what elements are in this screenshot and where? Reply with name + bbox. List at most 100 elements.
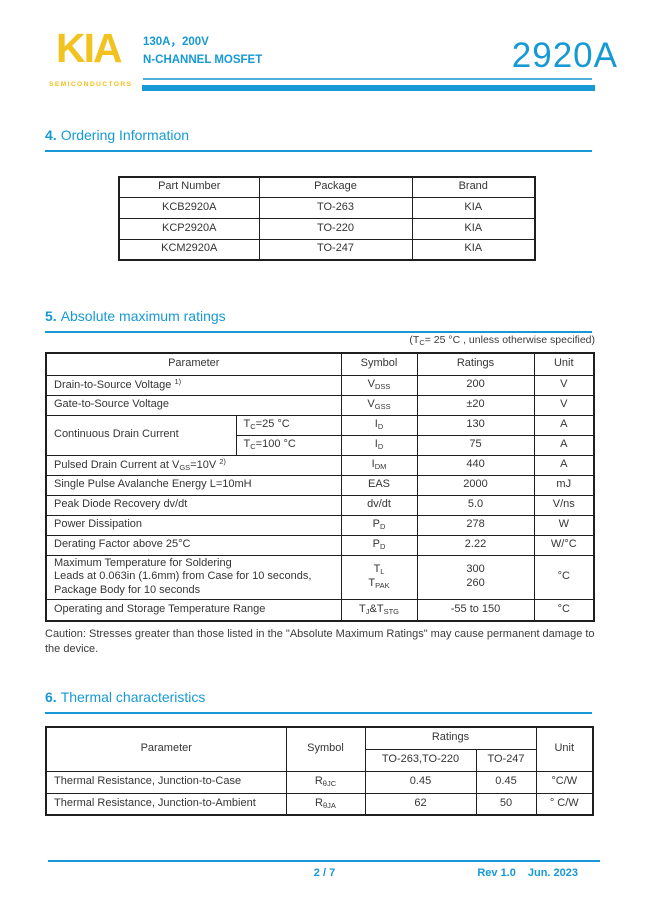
section-4-heading: 4. Ordering Information xyxy=(45,127,189,143)
symbol-subscript: D xyxy=(377,422,384,432)
row-temperature-range: Operating and Storage Temperature Range … xyxy=(45,598,595,622)
symbol-subscript: PAK xyxy=(375,581,390,591)
rating-cell: 0.45 xyxy=(475,770,537,794)
parameter-subscript: GS xyxy=(179,463,191,473)
column-header-ratings: Ratings xyxy=(364,726,537,750)
parameter-text: =10V xyxy=(190,459,220,472)
part-number-title: 2920A xyxy=(511,36,618,75)
table-cell: TO-220 xyxy=(258,217,413,240)
symbol-line: TPAK xyxy=(344,577,415,591)
table-cell: KIA xyxy=(411,217,536,240)
note-text: = 25 °C , unless otherwise specified) xyxy=(424,334,595,346)
symbol-cell: RθJC xyxy=(285,770,366,794)
column-header-to263-to220: TO-263,TO-220 xyxy=(364,748,477,772)
condition-subscript: C xyxy=(250,442,256,452)
row-idm: Pulsed Drain Current at VGS=10V 2) IDM 4… xyxy=(45,454,595,476)
symbol-cell: EAS xyxy=(340,474,418,496)
condition-cell: TC=25 °C xyxy=(235,414,342,436)
symbol-subscript: θJC xyxy=(322,779,337,789)
symbol-line: TL xyxy=(344,563,415,577)
section-4-title: Ordering Information xyxy=(60,127,190,143)
ordering-table: Part Number Package Brand KCB2920A TO-26… xyxy=(118,176,536,261)
column-header-to247: TO-247 xyxy=(475,748,537,772)
parameter-text: Gate-to-Source Voltage xyxy=(54,398,169,411)
symbol-subscript: STG xyxy=(383,607,399,617)
unit-cell: °C xyxy=(533,598,595,622)
symbol-text: P xyxy=(372,538,380,551)
subtitle-line-1: 130A，200V xyxy=(143,36,209,48)
parameter-cell: Drain-to-Source Voltage 1) xyxy=(45,374,342,396)
table-cell: TO-247 xyxy=(258,238,413,261)
parameter-text: Drain-to-Source Voltage xyxy=(54,379,175,392)
section-5-title: Absolute maximum ratings xyxy=(60,308,226,324)
column-header-unit: Unit xyxy=(533,352,595,376)
rating-cell: 440 xyxy=(416,454,535,476)
symbol-subscript: D xyxy=(377,442,384,452)
rating-line: 300 xyxy=(466,563,485,576)
condition-subscript: C xyxy=(250,422,256,432)
symbol-cell: PD xyxy=(340,514,418,536)
table-row: KCP2920A TO-220 KIA xyxy=(118,217,536,240)
symbol-subscript: GSS xyxy=(374,402,391,412)
table-row: KCB2920A TO-263 KIA xyxy=(118,196,536,219)
unit-cell: V xyxy=(533,374,595,396)
symbol-text: T xyxy=(373,563,381,576)
unit-cell: W xyxy=(533,514,595,536)
table-cell: KIA xyxy=(411,238,536,261)
parameter-cell: Single Pulse Avalanche Energy L=10mH xyxy=(45,474,342,496)
column-header-symbol: Symbol xyxy=(340,352,418,376)
rating-cell: 278 xyxy=(416,514,535,536)
symbol-subscript: J xyxy=(365,607,370,617)
symbol-subscript: DSS xyxy=(374,382,391,392)
condition-text: T xyxy=(243,418,251,431)
table-row: KCM2920A TO-247 KIA xyxy=(118,238,536,261)
unit-cell: A xyxy=(533,414,595,436)
page-number: 2 / 7 xyxy=(313,867,336,879)
parameter-cell: Power Dissipation xyxy=(45,514,342,536)
test-condition-note: (TC= 25 °C , unless otherwise specified) xyxy=(409,334,595,347)
revision: Rev 1.0 xyxy=(477,867,516,879)
unit-cell: °C xyxy=(533,554,595,600)
symbol-subscript: L xyxy=(380,567,385,577)
symbol-text: &T xyxy=(369,603,384,616)
parameter-cell: Operating and Storage Temperature Range xyxy=(45,598,342,622)
symbol-cell: IDM xyxy=(340,454,418,476)
section-6-title: Thermal characteristics xyxy=(60,689,206,705)
symbol-cell: VGSS xyxy=(340,394,418,416)
unit-cell: A xyxy=(533,454,595,476)
symbol-text: T xyxy=(368,577,376,590)
row-vgss: Gate-to-Source Voltage VGSS ±20 V xyxy=(45,394,595,416)
column-header-symbol: Symbol xyxy=(285,726,366,772)
symbol-text: V xyxy=(367,378,375,391)
condition-cell: TC=100 °C xyxy=(235,434,342,456)
parameter-cell: Thermal Resistance, Junction-to-Ambient xyxy=(45,792,287,816)
condition-text: =100 °C xyxy=(255,438,296,451)
symbol-cell: VDSS xyxy=(340,374,418,396)
symbol-subscript: D xyxy=(379,542,386,552)
parameter-line: Leads at 0.063in (1.6mm) from Case for 1… xyxy=(54,570,312,583)
rating-cell: 200 xyxy=(416,374,535,396)
parameter-cell: Continuous Drain Current xyxy=(45,414,237,456)
ordering-header-row: Part Number Package Brand xyxy=(118,176,536,198)
unit-cell: V xyxy=(533,394,595,416)
footnote-marker: 2) xyxy=(219,457,226,467)
rating-cell: 130 xyxy=(416,414,535,436)
symbol-text: I xyxy=(371,458,375,471)
symbol-text: R xyxy=(314,775,323,788)
symbol-text: R xyxy=(315,796,323,809)
thermal-header-row-1: Parameter Symbol Ratings Unit xyxy=(45,726,594,772)
symbol-text: I xyxy=(374,438,378,451)
parameter-cell: Thermal Resistance, Junction-to-Case xyxy=(45,770,287,794)
row-id-25c: Continuous Drain Current TC=25 °C ID 130… xyxy=(45,414,595,456)
rating-cell: 75 xyxy=(416,434,535,456)
parameter-line: Maximum Temperature for Soldering xyxy=(54,556,232,569)
rating-cell: ±20 xyxy=(416,394,535,416)
kia-logo-subtext: SEMICONDUCTORS xyxy=(49,81,133,88)
table-cell: KCM2920A xyxy=(118,238,260,261)
symbol-subscript: D xyxy=(379,522,386,532)
table-cell: KIA xyxy=(411,196,536,219)
caution-note: Caution: Stresses greater than those lis… xyxy=(45,628,595,655)
symbol-text: P xyxy=(372,518,380,531)
column-header-parameter: Parameter xyxy=(45,352,342,376)
column-header-package: Package xyxy=(258,176,413,198)
